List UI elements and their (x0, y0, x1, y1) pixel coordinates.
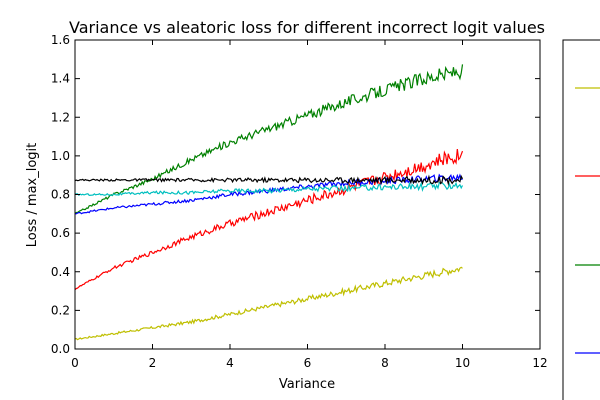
series-line (74, 173, 463, 215)
y-tick-label: 0.4 (51, 265, 70, 279)
x-tick-label: 6 (304, 356, 312, 370)
series-line (74, 148, 464, 291)
series-line (74, 174, 464, 187)
plot-frame (74, 39, 541, 350)
x-tick-label: 0 (71, 356, 79, 370)
y-tick-label: 1.4 (51, 72, 70, 86)
y-tick-label: 0.0 (51, 342, 70, 356)
legend-entries (575, 87, 600, 354)
legend-box (562, 39, 600, 400)
y-tick-label: 1.2 (51, 110, 70, 124)
series-line (74, 64, 464, 215)
y-tick-label: 0.8 (51, 188, 70, 202)
y-tick-label: 1.6 (51, 33, 70, 47)
y-tick-label: 0.6 (51, 226, 70, 240)
x-axis-label: Variance (279, 377, 335, 392)
x-tick-label: 4 (226, 356, 234, 370)
y-tick-label: 1.0 (51, 149, 70, 163)
x-tick-label: 8 (381, 356, 389, 370)
ticks-layer: 0 2 4 6 8 10 12 0.0 0.2 0.4 0.6 0.8 1.0 1.2 1.4 1.6 (51, 33, 548, 370)
series-layer (74, 64, 464, 341)
y-axis-label: Loss / max_logit (25, 143, 40, 248)
series-line (74, 266, 463, 341)
legend-frame (562, 39, 600, 400)
x-tick-label: 10 (455, 356, 470, 370)
series-line (74, 181, 464, 197)
y-tick-label: 0.2 (51, 303, 70, 317)
x-tick-label: 2 (149, 356, 157, 370)
chart-title: Variance vs aleatoric loss for different… (69, 18, 545, 37)
x-tick-label: 12 (532, 356, 547, 370)
